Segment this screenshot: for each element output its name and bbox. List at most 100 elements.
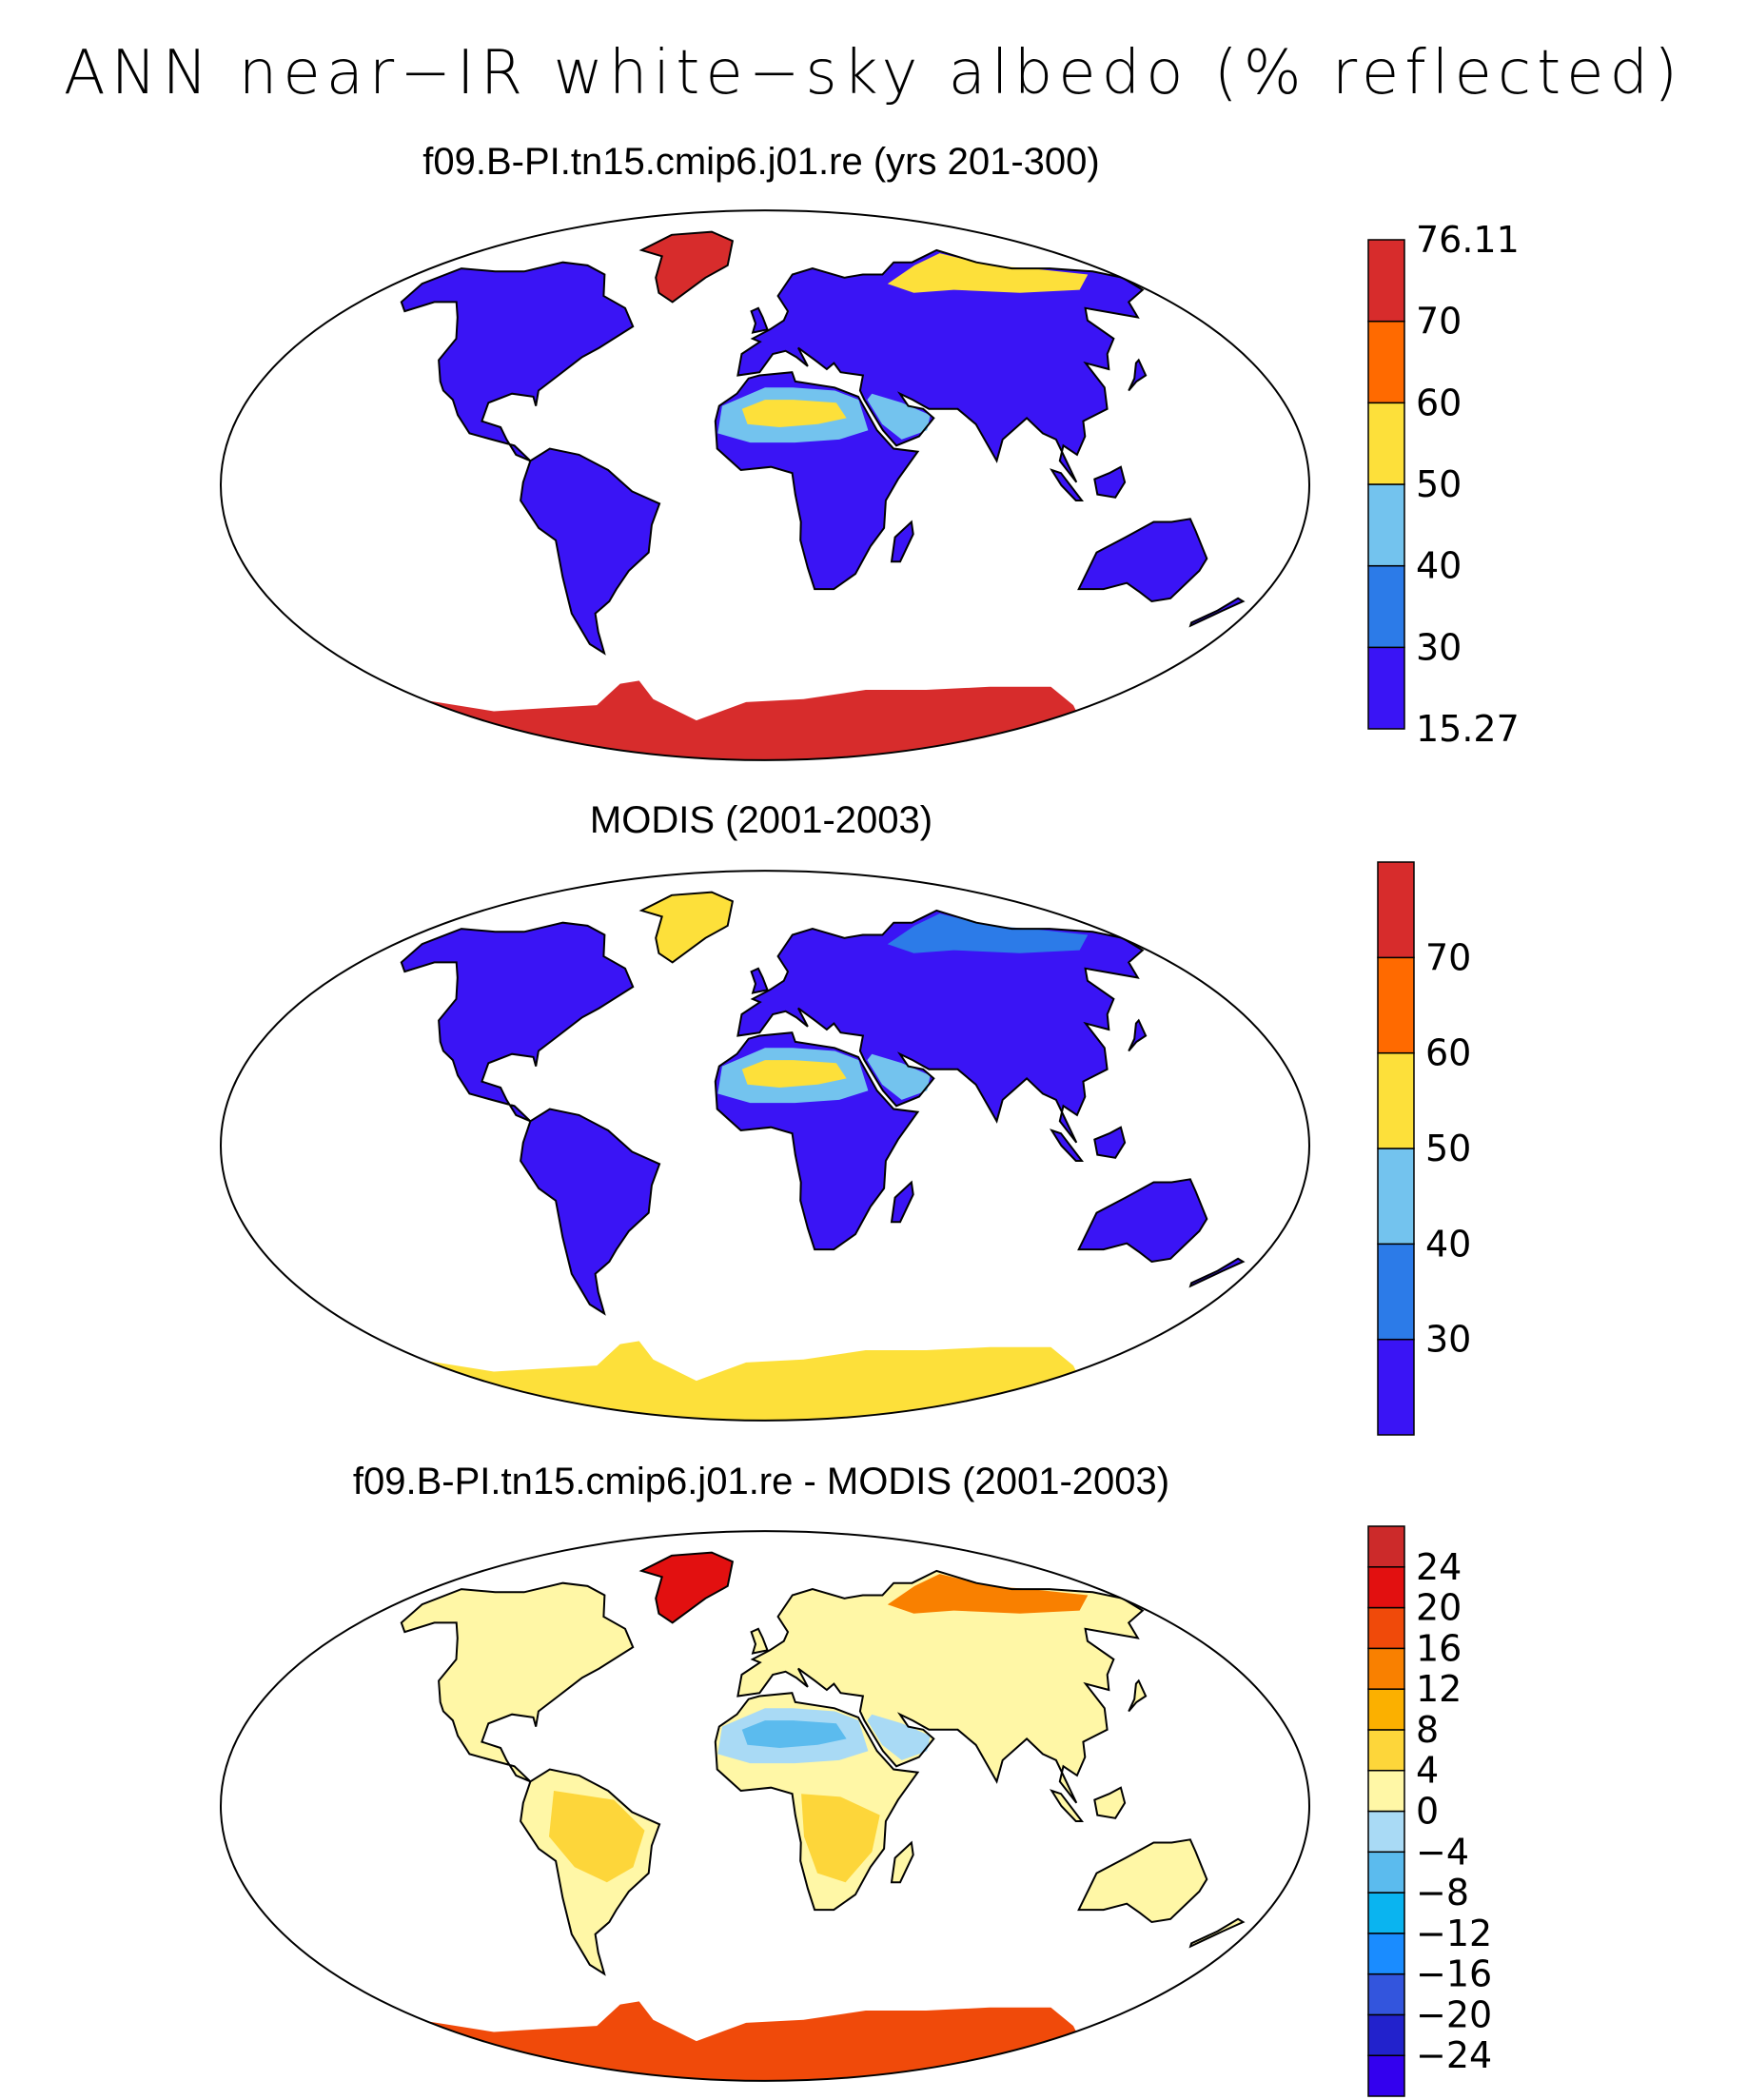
coastline-newZealand <box>1188 1917 1246 1949</box>
coastline-borneo <box>1093 1126 1127 1159</box>
land-madagascar <box>892 1182 913 1223</box>
colorbar-swatch <box>1367 646 1405 730</box>
colorbar-swatch <box>1367 1525 1405 1568</box>
colorbar-swatch <box>1377 1051 1415 1149</box>
coastline-africa <box>714 1692 920 1912</box>
colorbar-2: 30 40 50 60 70 <box>1377 861 1471 1436</box>
land-greenland <box>641 231 733 303</box>
colorbar-label: 0 <box>1416 1791 1439 1833</box>
colorbar-label: 70 <box>1416 301 1462 343</box>
land-siberia <box>887 1574 1089 1614</box>
colorbar-label: 40 <box>1416 545 1462 587</box>
colorbar-swatch <box>1367 1606 1405 1650</box>
land-antarctica <box>418 2001 1080 2081</box>
colorbar-1: 15.27 30 40 50 60 70 76.11 <box>1367 219 1520 750</box>
coastline-madagascar <box>890 1840 914 1884</box>
colorbar-swatch <box>1367 1851 1405 1894</box>
colorbar-swatch <box>1367 1688 1405 1731</box>
land-sahara-core <box>741 1720 847 1748</box>
colorbar-label: 12 <box>1416 1668 1462 1710</box>
colorbar-swatch <box>1367 2054 1405 2097</box>
land-siberia <box>887 913 1089 953</box>
coastline-eurasia <box>736 1569 1145 1804</box>
coastline-greenland <box>638 891 735 964</box>
map-border <box>220 870 1310 1422</box>
coastline-southAmerica <box>520 1108 661 1316</box>
colorbar-swatch <box>1367 2013 1405 2056</box>
land-australia <box>1078 1179 1207 1262</box>
colorbar-label: −24 <box>1416 2034 1492 2076</box>
map-panel-3 <box>220 1530 1310 2082</box>
colorbar-label: 50 <box>1425 1128 1471 1169</box>
land-greenland <box>641 892 733 963</box>
colorbar-label: 60 <box>1416 382 1462 423</box>
coastline-greenland <box>638 230 735 304</box>
coastline-northAmerica <box>400 1581 635 1783</box>
colorbar-label: −12 <box>1416 1913 1492 1954</box>
colorbar-swatch <box>1377 956 1415 1054</box>
colorbar-swatch <box>1367 1769 1405 1813</box>
land-australia <box>1078 519 1207 601</box>
panel-1-title: f09.B-PI.tn15.cmip6.j01.re (yrs 201-300) <box>422 141 1100 183</box>
map-border <box>220 209 1310 761</box>
land-sumatra <box>1051 1791 1082 1821</box>
coastline-australia <box>1077 1838 1208 1924</box>
colorbar-swatch <box>1367 1972 1405 2016</box>
colorbar-label: 50 <box>1416 463 1462 505</box>
map-border <box>220 1530 1310 2082</box>
coastline-southAmerica <box>520 447 661 656</box>
coastline-sumatra <box>1049 468 1085 501</box>
colorbar-label: −4 <box>1416 1831 1469 1873</box>
coastline-sumatra <box>1049 1789 1085 1822</box>
land-northAmerica <box>401 922 634 1122</box>
land-antarctica <box>418 680 1080 760</box>
colorbar-swatch <box>1377 861 1415 959</box>
coastline-australia <box>1077 1178 1208 1264</box>
colorbar-label: 70 <box>1425 936 1471 978</box>
land-australia <box>1078 1839 1207 1922</box>
colorbar-swatch <box>1367 483 1405 567</box>
coastline-japan <box>1128 1018 1148 1052</box>
coastline-borneo <box>1093 1786 1127 1819</box>
land-antarctica <box>418 1341 1080 1421</box>
coastline-sumatra <box>1049 1129 1085 1162</box>
coastline-africa <box>714 371 920 591</box>
land-southAmerica <box>520 1109 660 1314</box>
coastline-africa <box>714 1031 920 1251</box>
colorbar-label: 60 <box>1425 1032 1471 1074</box>
land-sumatra <box>1051 1130 1082 1161</box>
colorbar-swatch <box>1367 1892 1405 1934</box>
colorbar-label: −16 <box>1416 1953 1492 1995</box>
colorbar-label: 40 <box>1425 1223 1471 1265</box>
colorbar-swatch <box>1367 1933 1405 1975</box>
land-siberia <box>887 253 1089 293</box>
colorbar-swatch <box>1377 1148 1415 1246</box>
colorbar-swatch <box>1367 1729 1405 1772</box>
panel-3-title: f09.B-PI.tn15.cmip6.j01.re - MODIS (2001… <box>352 1461 1170 1502</box>
colorbar-label: 15.27 <box>1416 708 1520 750</box>
land-southAmerica <box>520 448 660 654</box>
coastline-northAmerica <box>400 921 635 1123</box>
land-tropics-americas <box>549 1791 645 1883</box>
coastline-britain <box>750 967 769 994</box>
panel-2-title: MODIS (2001-2003) <box>589 799 933 841</box>
colorbar-label: −20 <box>1416 1993 1492 2035</box>
coastline-northAmerica <box>400 261 635 462</box>
coastline-eurasia <box>736 248 1145 483</box>
land-sumatra <box>1051 470 1082 500</box>
colorbar-label: −8 <box>1416 1872 1469 1914</box>
coastline-newZealand <box>1188 597 1246 628</box>
map-panel-2 <box>220 870 1310 1422</box>
colorbar-label: 30 <box>1425 1319 1471 1361</box>
land-madagascar <box>892 521 913 562</box>
land-northAmerica <box>401 262 634 461</box>
land-eurasia <box>737 249 1143 482</box>
land-sahara-core <box>741 1060 847 1088</box>
colorbar-swatch <box>1367 402 1405 485</box>
coastline-madagascar <box>890 520 914 563</box>
coastline-greenland <box>638 1551 735 1624</box>
coastline-japan <box>1128 1678 1148 1713</box>
colorbar-swatch <box>1367 1647 1405 1690</box>
coastline-eurasia <box>736 909 1145 1144</box>
